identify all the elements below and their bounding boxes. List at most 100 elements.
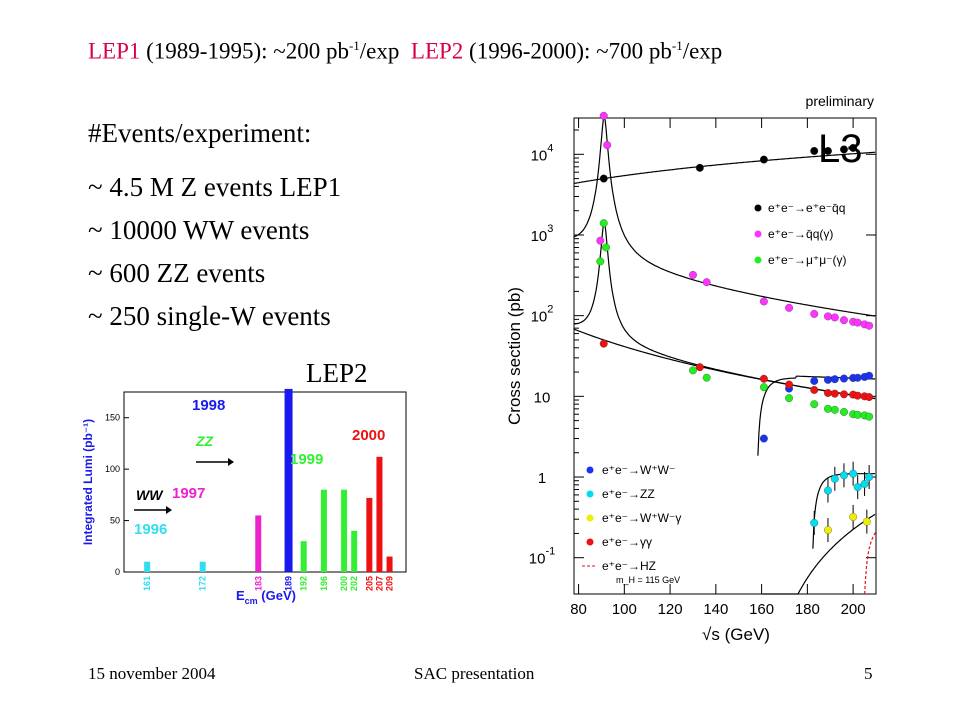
xs-data-point xyxy=(824,389,832,397)
lumi-bar xyxy=(386,556,393,572)
xs-data-point xyxy=(824,147,832,155)
lep1-exponent: -1 xyxy=(348,38,360,53)
xs-data-point xyxy=(840,390,848,399)
xs-ytick-exp: -1 xyxy=(545,546,555,558)
lumi-bar xyxy=(300,541,307,572)
xs-theory-curves xyxy=(573,116,877,595)
xs-xtick-label: 160 xyxy=(749,601,774,618)
l3-label: L3 xyxy=(818,127,863,171)
footer-date: 15 november 2004 xyxy=(88,664,216,683)
lumi-ytick-label: 0 xyxy=(115,567,120,577)
ww-arrow-head xyxy=(166,506,172,514)
higgs-mass-note: m_H = 115 GeV xyxy=(616,575,680,585)
footer-page-number: 5 xyxy=(864,664,873,683)
lep1-unit: /exp xyxy=(359,38,400,64)
lumi-xlabel: Ecm (GeV) xyxy=(236,588,296,606)
lumi-xlabel-sub: cm xyxy=(245,596,258,606)
legend-bottom-marker xyxy=(586,538,594,546)
xs-data-point xyxy=(824,312,832,321)
xs-data-point xyxy=(695,363,704,372)
curve-qq xyxy=(573,116,876,317)
lumi-bar xyxy=(320,489,327,572)
xs-data-point xyxy=(810,310,819,318)
curve-wwg xyxy=(762,513,876,595)
xs-data-point xyxy=(853,483,862,492)
lumi-year-label: 1997 xyxy=(172,485,205,502)
legend-bottom-label: e⁺e⁻→ZZ xyxy=(602,487,655,501)
xs-data-point xyxy=(840,408,848,416)
legend-bottom-marker xyxy=(586,466,594,474)
lumi-year-label: 2000 xyxy=(352,427,385,444)
lumi-xtick-label: 189 xyxy=(284,576,294,591)
xs-ytick-exp: 2 xyxy=(547,304,553,316)
xs-data-point xyxy=(862,517,871,526)
xs-ytick-label: 103 xyxy=(531,223,554,245)
xs-xtick-label: 140 xyxy=(703,601,728,618)
xs-data-point xyxy=(830,375,839,384)
lumi-bar xyxy=(366,497,373,572)
xs-data-point xyxy=(840,316,848,325)
xs-data-point xyxy=(830,313,839,322)
event-line-zz: ~ 600 ZZ events xyxy=(88,258,266,288)
xs-data-point xyxy=(810,386,819,394)
xs-data-point xyxy=(810,400,819,409)
xs-data-point xyxy=(810,518,819,527)
xs-data-point xyxy=(849,143,858,152)
xs-ytick-base: 10 xyxy=(529,551,546,568)
legend-top-label: e⁺e⁻→e⁺e⁻q̄q xyxy=(768,201,845,215)
lumi-ytick-label: 50 xyxy=(110,516,120,526)
xs-data-point xyxy=(759,383,768,392)
xs-ytick-label: 10 xyxy=(534,389,551,406)
lumi-ytick-label: 100 xyxy=(105,464,120,474)
xs-data-point xyxy=(599,111,608,120)
legend-bottom-label: e⁺e⁻→W⁺W⁻γ xyxy=(602,511,681,525)
xs-data-point xyxy=(689,366,697,375)
lumi-xtick-label: 205 xyxy=(364,576,374,591)
xs-ytick-base: 10 xyxy=(531,147,548,164)
xs-ytick-label: 102 xyxy=(531,304,554,326)
lumi-bar xyxy=(376,456,383,572)
xs-data-point xyxy=(865,412,874,421)
xs-data-point xyxy=(810,147,819,155)
xs-data-point xyxy=(702,373,711,382)
legend-bottom-marker xyxy=(586,514,594,522)
xs-data-point xyxy=(853,410,862,419)
xs-ytick-label: 10-1 xyxy=(529,546,555,568)
xs-data-point xyxy=(785,303,794,312)
xs-data-point xyxy=(603,141,612,150)
curve-gammagamma xyxy=(573,328,876,399)
lep1-period: (1989-1995): ~200 pb xyxy=(140,38,349,64)
xs-data-point xyxy=(830,474,839,483)
xs-labels: 80 100 120 140 160 180 20010-1110102103104prel… xyxy=(505,93,874,644)
zz-annotation: ZZ xyxy=(195,433,214,449)
xs-legend: e⁺e⁻→e⁺e⁻q̄q e⁺e⁻→q̄q(γ) e⁺e⁻→μ⁺μ⁻(γ) e⁺e⁻→… xyxy=(582,201,847,585)
lumi-bar xyxy=(199,561,206,572)
xs-data-point xyxy=(689,270,697,279)
event-line-z: ~ 4.5 M Z events LEP1 xyxy=(88,172,342,202)
xs-data-point xyxy=(824,404,832,413)
xs-data-point xyxy=(849,469,858,478)
lumi-xtick-label: 196 xyxy=(319,576,329,591)
legend-top-label: e⁺e⁻→q̄q(γ) xyxy=(768,227,833,241)
lumi-xtick-label: 207 xyxy=(374,576,384,591)
xs-xtick-label: 100 xyxy=(612,601,637,618)
xs-xtick-label: 80 xyxy=(570,601,587,618)
legend-top-label: e⁺e⁻→μ⁺μ⁻(γ) xyxy=(768,253,847,267)
xs-ytick-base: 10 xyxy=(531,309,548,326)
lumi-xtick-label: 200 xyxy=(339,576,349,591)
lep2-unit: /exp xyxy=(682,38,723,64)
lumi-bars xyxy=(144,388,393,572)
lumi-year-label: 1996 xyxy=(134,521,167,538)
lumi-frame xyxy=(123,391,407,573)
legend-top-marker xyxy=(754,204,762,212)
lumi-xtick-label: 209 xyxy=(385,576,395,591)
xs-data-point xyxy=(599,219,608,228)
xs-data-point xyxy=(840,145,848,154)
xs-data-point xyxy=(785,394,794,403)
zz-arrow-head xyxy=(228,458,234,466)
lumi-xtick-label: 161 xyxy=(142,576,152,591)
legend-top-marker xyxy=(754,256,762,264)
xs-data-point xyxy=(810,377,819,385)
xs-ytick-base: 1 xyxy=(538,470,546,487)
